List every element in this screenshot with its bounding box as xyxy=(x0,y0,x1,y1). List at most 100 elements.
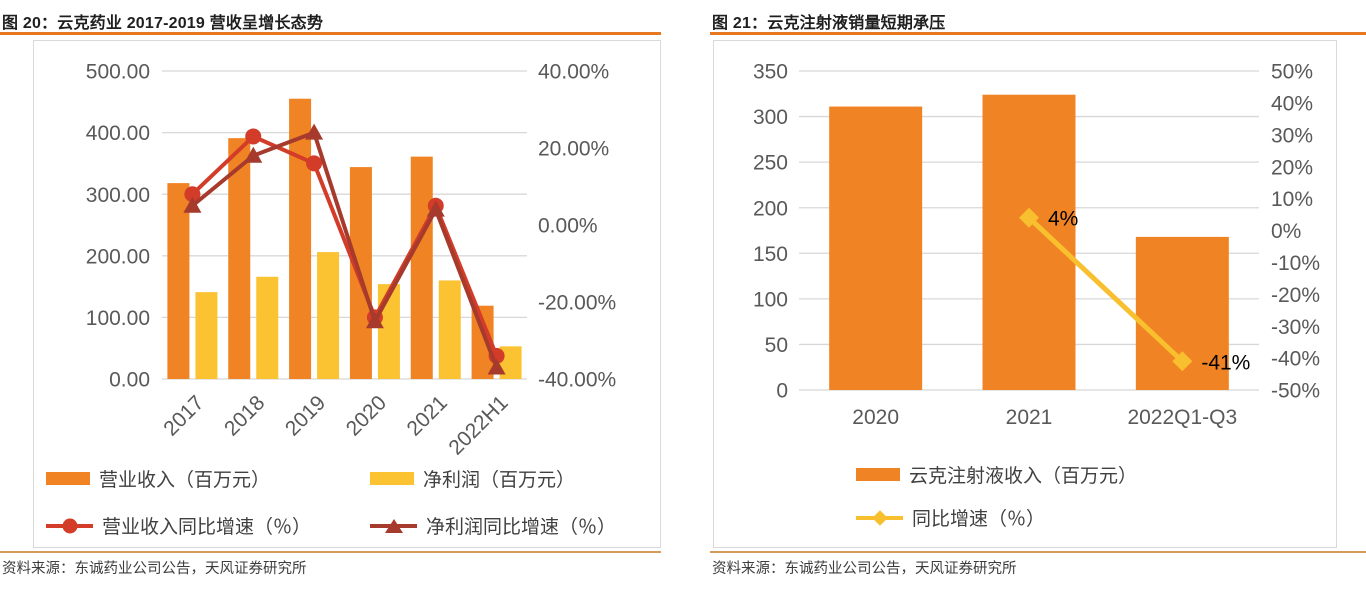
bar xyxy=(982,94,1076,390)
y-tick-label: 30% xyxy=(1271,124,1313,147)
y-tick-label: 0.00% xyxy=(538,215,598,238)
bar xyxy=(438,280,461,379)
data-line xyxy=(191,129,499,369)
bar xyxy=(195,292,218,379)
legend-item-revenue-growth: 营业收入同比增速（％） xyxy=(46,512,370,539)
x-tick-label: 2019 xyxy=(281,391,330,440)
triangle-marker xyxy=(305,123,324,140)
circle-marker xyxy=(306,155,323,172)
x-tick-label: 2017 xyxy=(159,391,208,440)
y-tick-label: 50% xyxy=(1271,61,1313,84)
triangle-marker xyxy=(426,200,445,217)
bar-series-0 xyxy=(829,94,1229,390)
source-note: 资料来源：东诚药业公司公告，天风证券研究所 xyxy=(712,561,1017,577)
legend-label: 净利润同比增速（％） xyxy=(426,517,617,538)
y-tick-label: 300.00 xyxy=(86,184,150,207)
bar xyxy=(256,276,279,379)
y-tick-label: 10% xyxy=(1271,188,1313,211)
bar-series-1 xyxy=(195,252,522,379)
figure-title: 图 21：云克注射液销量短期承压 xyxy=(712,15,946,32)
bar xyxy=(471,305,494,379)
bar xyxy=(410,156,433,379)
x-tick-label: 2018 xyxy=(220,391,269,440)
bar xyxy=(499,346,522,379)
line-series-1 xyxy=(183,123,506,375)
source-rule xyxy=(0,551,661,553)
legend-label: 同比增速（％） xyxy=(912,509,1046,530)
bar-series-0 xyxy=(167,98,494,379)
revenue-growth-line-swatch xyxy=(46,518,93,533)
y-tick-label: 20% xyxy=(1271,156,1313,179)
y-tick-label: -10% xyxy=(1271,252,1320,275)
figure-panel-right: 图 21：云克注射液销量短期承压 350 300 250 200 150 100 50 0 50… xyxy=(710,0,1366,592)
point-label: 4% xyxy=(1048,208,1078,231)
x-tick-label: 2021 xyxy=(403,391,452,440)
title-rule xyxy=(0,32,661,35)
y-tick-label: -40.00% xyxy=(538,369,616,392)
chart-legend: 云克注射液收入（百万元） 同比增速（％） xyxy=(856,461,1137,531)
circle-marker-icon xyxy=(62,518,77,533)
y-tick-label: 20.00% xyxy=(538,138,609,161)
y-tick-label: 500.00 xyxy=(86,61,150,84)
circle-marker xyxy=(245,128,262,145)
y-tick-label: -40% xyxy=(1271,348,1320,371)
yoy-growth-line-swatch xyxy=(856,509,903,526)
triangle-marker-icon xyxy=(384,518,403,533)
data-line xyxy=(1027,215,1185,364)
diamond-marker xyxy=(1019,207,1039,228)
y-tick-label: 400.00 xyxy=(86,122,150,145)
net-profit-bar-swatch xyxy=(370,472,414,485)
legend-item-injection-revenue: 云克注射液收入（百万元） xyxy=(856,461,1137,488)
y-tick-label: 200 xyxy=(753,197,788,220)
y-tick-label: 300 xyxy=(753,106,788,129)
x-tick-label: 2022H1 xyxy=(444,391,512,459)
diamond-marker xyxy=(1172,351,1193,372)
figure-panel-left: 图 20：云克药业 2017-2019 营收呈增长态势 500.00 400.00… xyxy=(0,0,661,592)
y-tick-label: 0% xyxy=(1271,220,1301,243)
legend-item-yoy-growth: 同比增速（％） xyxy=(856,504,1137,531)
chart-box: 350 300 250 200 150 100 50 0 50% 40% 30% 20% 10% 0% -1… xyxy=(713,40,1337,548)
bar xyxy=(829,106,923,390)
legend-label: 云克注射液收入（百万元） xyxy=(909,466,1138,487)
x-tick-label: 2022Q1-Q3 xyxy=(1127,406,1237,429)
source-note: 资料来源：东诚药业公司公告，天风证券研究所 xyxy=(2,561,307,577)
y-axis-right: 40.00% 20.00% 0.00% -20.00% -40.00% xyxy=(538,61,616,392)
legend-label: 营业收入同比增速（％） xyxy=(102,517,312,538)
y-tick-label: 40% xyxy=(1271,92,1313,115)
y-tick-label: 100.00 xyxy=(86,307,150,330)
triangle-marker xyxy=(487,358,506,375)
triangle-marker xyxy=(365,312,384,329)
chart-box: 500.00 400.00 300.00 200.00 100.00 0.00 40.00%… xyxy=(33,40,661,548)
y-axis-left: 500.00 400.00 300.00 200.00 100.00 0.00 xyxy=(86,61,150,392)
x-tick-label: 2020 xyxy=(852,406,899,429)
y-tick-label: -20.00% xyxy=(538,292,616,315)
bar xyxy=(289,98,312,379)
legend-item-net-profit: 净利润（百万元） xyxy=(370,465,616,492)
net-profit-growth-line-swatch xyxy=(370,518,417,533)
source-rule xyxy=(710,551,1366,553)
legend-item-revenue: 营业收入（百万元） xyxy=(46,465,370,492)
gridlines xyxy=(162,70,527,380)
triangle-marker xyxy=(183,196,202,213)
legend-label: 净利润（百万元） xyxy=(423,470,576,491)
y-axis-left: 350 300 250 200 150 100 50 0 xyxy=(753,61,788,403)
x-tick-label: 2020 xyxy=(342,391,391,440)
y-tick-label: 350 xyxy=(753,61,788,84)
y-tick-label: -20% xyxy=(1271,284,1320,307)
y-axis-right: 50% 40% 30% 20% 10% 0% -10% -20% -30% -40% -50% xyxy=(1271,61,1320,403)
y-tick-label: 150 xyxy=(753,243,788,266)
legend-label: 营业收入（百万元） xyxy=(99,470,271,491)
y-tick-label: 40.00% xyxy=(538,61,609,84)
diamond-marker-icon xyxy=(871,509,888,526)
y-tick-label: -50% xyxy=(1271,380,1320,403)
y-tick-label: 0 xyxy=(776,380,788,403)
injection-revenue-combo-chart: 350 300 250 200 150 100 50 0 50% 40% 30% 20% 10% 0% -1… xyxy=(753,61,1320,429)
x-tick-label: 2021 xyxy=(1006,406,1053,429)
x-axis-labels: 2020 2021 2022Q1-Q3 xyxy=(852,406,1237,429)
y-tick-label: 0.00 xyxy=(109,369,150,392)
title-rule xyxy=(710,32,1366,35)
revenue-bar-swatch xyxy=(46,472,90,485)
bar xyxy=(317,252,340,379)
point-label: -41% xyxy=(1201,351,1250,374)
